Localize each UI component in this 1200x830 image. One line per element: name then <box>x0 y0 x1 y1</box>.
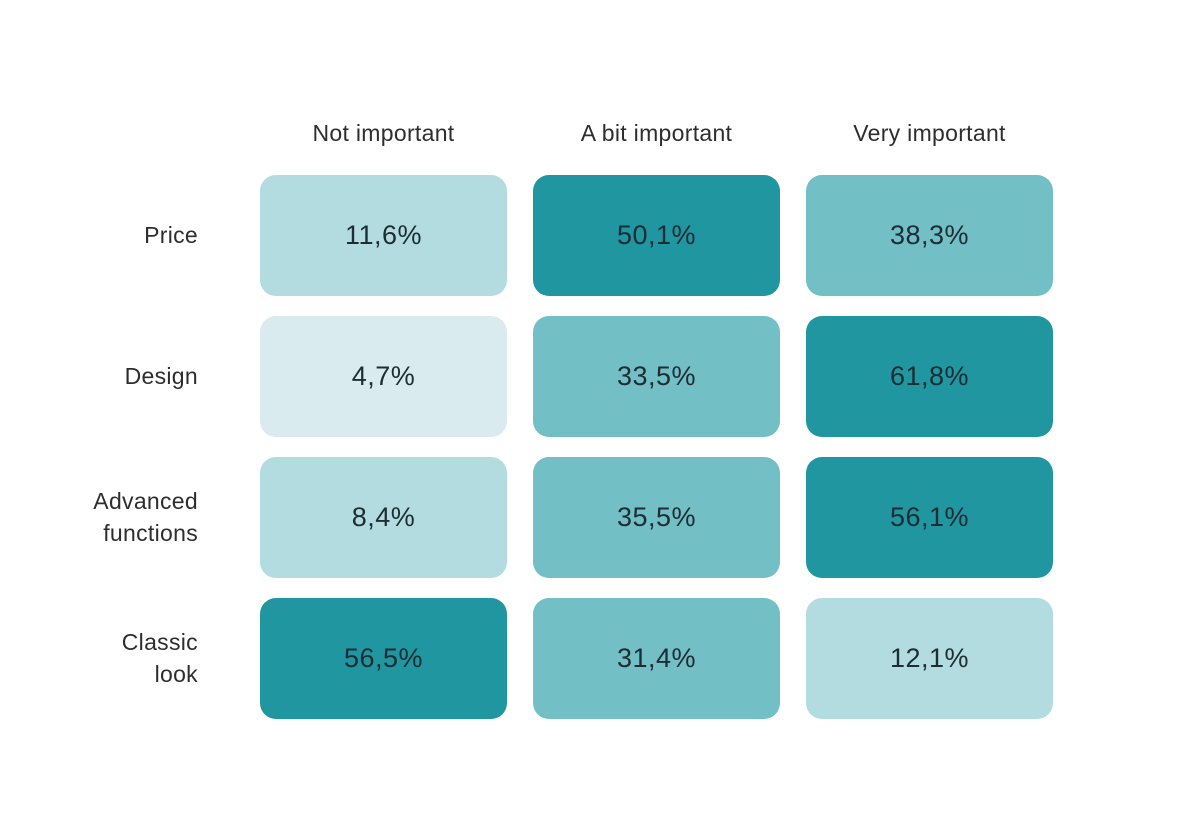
column-header-a-bit-important: A bit important <box>580 120 733 146</box>
row-label-advanced-functions: Advanced functions <box>93 488 198 546</box>
column-header-not-important: Not important <box>312 120 455 146</box>
cell-value: 38,3% <box>889 220 970 250</box>
heatmap-grid: Not important A bit important Very impor… <box>0 112 1053 719</box>
cell-value: 61,8% <box>889 361 970 391</box>
heatmap-cell-price-not-important: 11,6% <box>260 175 507 296</box>
cell-value: 56,5% <box>343 643 424 673</box>
heatmap-cell-design-very-important: 61,8% <box>806 316 1053 437</box>
row-label-design: Design <box>124 362 198 389</box>
heatmap-cell-advanced-functions-not-important: 8,4% <box>260 457 507 578</box>
cell-value: 11,6% <box>344 220 423 250</box>
cell-value: 8,4% <box>351 502 416 532</box>
heatmap-cell-classic-look-not-important: 56,5% <box>260 598 507 719</box>
cell-value: 31,4% <box>616 643 697 673</box>
grid-corner-spacer <box>0 112 234 155</box>
heatmap-cell-price-very-important: 38,3% <box>806 175 1053 296</box>
cell-value: 12,1% <box>889 643 970 673</box>
heatmap-cell-design-a-bit-important: 33,5% <box>533 316 780 437</box>
heatmap-cell-classic-look-a-bit-important: 31,4% <box>533 598 780 719</box>
heatmap-cell-design-not-important: 4,7% <box>260 316 507 437</box>
cell-value: 56,1% <box>889 502 970 532</box>
heatmap-cell-advanced-functions-a-bit-important: 35,5% <box>533 457 780 578</box>
row-label-classic-look: Classic look <box>121 629 198 687</box>
cell-value: 33,5% <box>616 361 697 391</box>
heatmap-cell-price-a-bit-important: 50,1% <box>533 175 780 296</box>
heatmap-cell-advanced-functions-very-important: 56,1% <box>806 457 1053 578</box>
cell-value: 50,1% <box>616 220 697 250</box>
cell-value: 35,5% <box>616 502 697 532</box>
row-label-price: Price <box>144 221 198 248</box>
column-header-very-important: Very important <box>853 120 1006 146</box>
heatmap-cell-classic-look-very-important: 12,1% <box>806 598 1053 719</box>
cell-value: 4,7% <box>351 361 416 391</box>
